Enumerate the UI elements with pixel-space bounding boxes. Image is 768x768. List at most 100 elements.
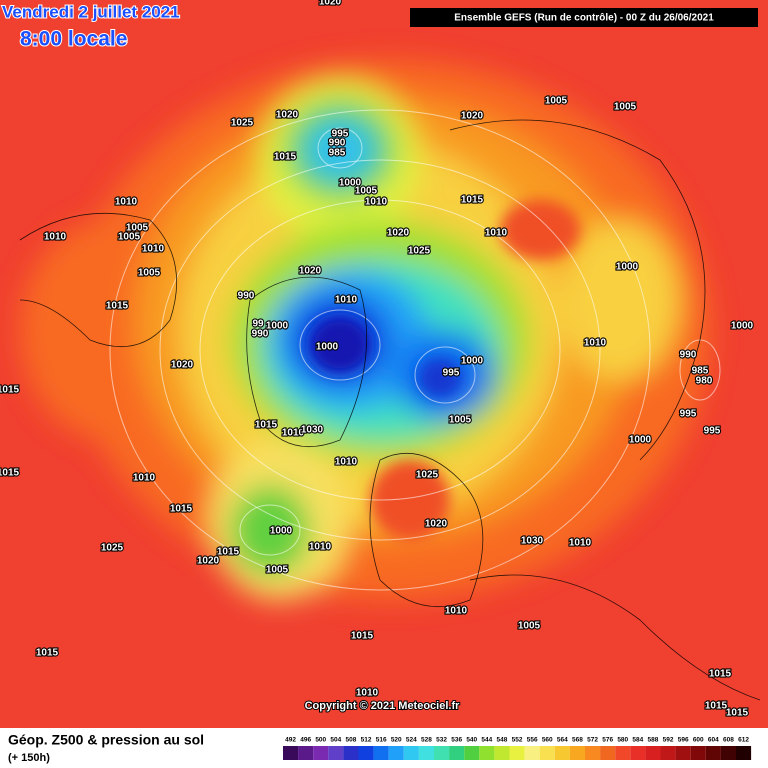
scale-swatch [358,746,374,760]
scale-swatch [313,746,329,760]
isobar-label: 1005 [518,621,541,632]
isobar-label: 1015 [0,385,20,396]
isobar-label: 1010 [335,457,358,468]
scale-swatch [690,746,706,760]
scale-swatch [479,746,495,760]
isobar-label: 990 [680,350,697,361]
scale-label: 520 [391,737,402,744]
isobar-label: 1000 [616,262,639,273]
isobar-label: 990 [329,138,346,149]
isobar-label: 995 [332,129,349,140]
color-scale: 492 496 500 504 508 512 516 520 524 528 532 536 540 5… [283,737,752,760]
scale-swatch [464,746,480,760]
isobar-label: 1005 [614,102,637,113]
scale-label: 552 [512,737,523,744]
scale-swatch [418,746,434,760]
isobar-label: 1010 [445,606,468,617]
scale-swatch [494,746,510,760]
scale-swatch [509,746,525,760]
scale-label: 496 [300,737,311,744]
scale-label: 592 [663,737,674,744]
isobar-label: 1015 [170,504,193,515]
isobar-label: 1010 [584,338,607,349]
isobar-label: 1010 [309,542,332,553]
scale-swatch [645,746,661,760]
scale-swatch [524,746,540,760]
isobar-label: 1010 [142,244,165,255]
forecast-date: Vendredi 2 juillet 2021 [2,2,180,21]
scale-swatch [585,746,601,760]
isobar-label: 1005 [138,268,161,279]
scale-swatch [328,746,344,760]
scale-label: 528 [421,737,432,744]
isobar-label: 995 [704,426,721,437]
isobar-label: 990 [238,291,255,302]
isobar-label: 1000 [266,321,289,332]
isobar-label: 1005 [266,565,289,576]
isobar-label: 1015 [709,669,732,680]
run-info: Ensemble GEFS (Run de contrôle) - 00 Z d… [454,13,714,24]
isobar-label: 1015 [274,152,297,163]
scale-label: 536 [451,737,462,744]
scale-label: 508 [346,737,357,744]
isobar-label: 1010 [569,538,592,549]
scale-swatch [343,746,359,760]
scale-swatch [434,746,450,760]
isobar-label: 1015 [255,420,278,431]
isobar-label: 1010 [485,228,508,239]
scale-swatch [298,746,314,760]
scale-label: 612 [738,737,749,744]
isobar-label: 1000 [270,526,293,537]
isobar-label: 1005 [355,186,378,197]
scale-swatch [705,746,721,760]
scale-swatch [736,746,752,760]
legend-subtitle: (+ 150h) [8,752,50,764]
isobar-label: 1030 [301,425,324,436]
isobar-lines [109,109,721,591]
scale-swatch [660,746,676,760]
isobar-label: 99 [252,319,264,330]
scale-label: 604 [708,737,719,744]
scale-swatch [283,746,299,760]
scale-label: 600 [693,737,704,744]
scale-label: 576 [602,737,613,744]
scale-label: 556 [527,737,538,744]
scale-label: 512 [361,737,372,744]
isobar-label: 1010 [44,232,67,243]
scale-label: 548 [497,737,508,744]
isobar-label: 1020 [425,519,448,530]
scale-swatch [554,746,570,760]
isobar-label: 1030 [521,536,544,547]
legend-title: Géop. Z500 & pression au sol [8,732,204,748]
scale-swatch [615,746,631,760]
isobar-label: 1010 [365,197,388,208]
isobar-label: 1005 [126,223,149,234]
scale-label: 596 [678,737,689,744]
isobar-label: 985 [329,148,346,159]
isobar-label: 1025 [408,246,431,257]
isobar-label: 1000 [461,356,484,367]
scale-swatch [630,746,646,760]
isobar-label: 1015 [461,195,484,206]
isobar-label: 1010 [335,295,358,306]
isobar-label: 1025 [231,118,254,129]
scale-label: 588 [648,737,659,744]
isobar-label: 1015 [705,701,728,712]
scale-swatch [403,746,419,760]
isobar-label: 1015 [217,547,240,558]
scale-label: 524 [406,737,417,744]
isobar-label: 1025 [416,470,439,481]
scale-label: 500 [315,737,326,744]
isobar-label: 1015 [36,648,59,659]
isobar-label: 1010 [115,197,138,208]
scale-swatch [539,746,555,760]
scale-label: 516 [376,737,387,744]
scale-swatch [675,746,691,760]
scale-label: 544 [481,737,492,744]
scale-label: 568 [572,737,583,744]
scale-swatch [373,746,389,760]
isobar-label: 1020 [319,0,342,8]
isobar-label: 1015 [106,301,129,312]
scale-label: 584 [632,737,643,744]
